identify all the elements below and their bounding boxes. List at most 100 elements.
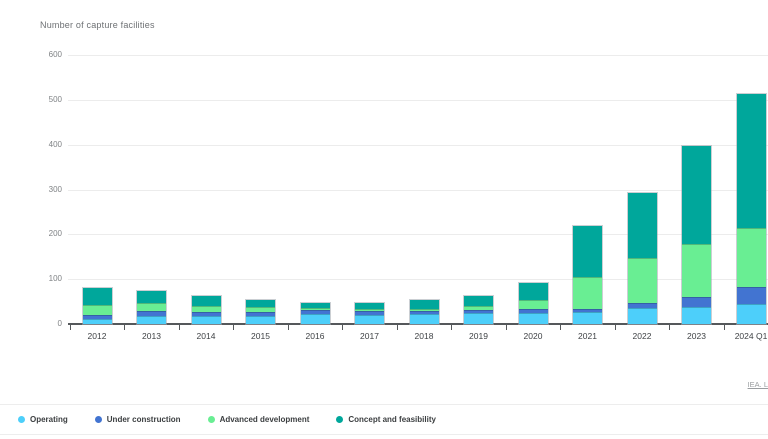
legend-dot-concept-and-feasibility (336, 416, 344, 423)
segment-concept-and-feasibility[interactable] (409, 299, 439, 309)
bar-2019[interactable] (464, 296, 493, 324)
segment-concept-and-feasibility[interactable] (246, 300, 275, 308)
segment-under-construction[interactable] (82, 315, 112, 320)
gridline-600 (68, 55, 768, 56)
x-axis-tick (505, 325, 507, 330)
segment-under-construction[interactable] (573, 308, 602, 313)
segment-under-construction[interactable] (191, 311, 221, 317)
segment-under-construction[interactable] (518, 309, 548, 314)
segment-advanced-development[interactable] (627, 257, 657, 304)
segment-concept-and-feasibility[interactable] (518, 282, 548, 301)
segment-operating[interactable] (82, 319, 112, 324)
segment-concept-and-feasibility[interactable] (300, 302, 330, 309)
x-axis-label-2018: 2018 (414, 331, 434, 341)
segment-advanced-development[interactable] (736, 227, 766, 288)
bar-2012[interactable] (82, 287, 112, 324)
legend-item-operating[interactable]: Operating (18, 415, 68, 424)
segment-advanced-development[interactable] (355, 309, 384, 311)
x-axis-label-2019: 2019 (469, 331, 488, 341)
bar-2023[interactable] (682, 146, 711, 324)
y-axis-label-400: 400 (48, 139, 62, 149)
segment-advanced-development[interactable] (573, 277, 602, 309)
legend-item-concept-and-feasibility[interactable]: Concept and feasibility (336, 415, 436, 424)
segment-under-construction[interactable] (627, 303, 657, 309)
segment-operating[interactable] (736, 303, 766, 324)
legend-item-advanced-development[interactable]: Advanced development (207, 415, 310, 424)
segment-operating[interactable] (191, 316, 221, 324)
legend-item-under-construction[interactable]: Under construction (94, 415, 181, 424)
bar-2021[interactable] (573, 225, 602, 324)
segment-operating[interactable] (682, 306, 711, 324)
segment-operating[interactable] (355, 314, 384, 324)
segment-concept-and-feasibility[interactable] (137, 291, 166, 303)
bar-2024-q1[interactable] (736, 94, 766, 324)
gridline-400 (68, 144, 768, 146)
bar-2014[interactable] (191, 296, 221, 324)
y-axis-label-200: 200 (48, 229, 62, 239)
x-axis-tick (287, 325, 289, 330)
segment-under-construction[interactable] (409, 310, 439, 315)
bar-2022[interactable] (627, 192, 657, 324)
segment-operating[interactable] (137, 315, 166, 324)
x-axis-label-2016: 2016 (305, 331, 325, 341)
segment-advanced-development[interactable] (82, 305, 112, 316)
segment-concept-and-feasibility[interactable] (464, 296, 493, 306)
bar-2013[interactable] (137, 291, 166, 324)
segment-concept-and-feasibility[interactable] (573, 225, 602, 278)
bar-2016[interactable] (300, 302, 330, 325)
gridline-200 (68, 234, 768, 236)
segment-operating[interactable] (573, 312, 602, 324)
segment-operating[interactable] (409, 314, 439, 324)
gridline-300 (68, 189, 768, 191)
legend-dot-under-construction (94, 416, 102, 423)
segment-operating[interactable] (518, 313, 548, 324)
segment-operating[interactable] (627, 308, 657, 324)
segment-under-construction[interactable] (682, 297, 711, 307)
x-axis-label-2023: 2023 (687, 331, 706, 341)
segment-under-construction[interactable] (355, 310, 384, 315)
segment-under-construction[interactable] (300, 310, 330, 315)
legend-dot-operating (18, 416, 25, 423)
segment-advanced-development[interactable] (464, 305, 493, 311)
segment-concept-and-feasibility[interactable] (736, 94, 766, 228)
source-attribution-link[interactable]: IEA. L (747, 380, 768, 389)
segment-operating[interactable] (464, 313, 493, 324)
segment-advanced-development[interactable] (300, 308, 330, 311)
bar-2020[interactable] (518, 282, 548, 324)
segment-concept-and-feasibility[interactable] (355, 303, 384, 310)
legend-label-advanced-development: Advanced development (219, 415, 310, 424)
legend-label-under-construction: Under construction (106, 415, 181, 424)
segment-advanced-development[interactable] (191, 306, 221, 312)
segment-advanced-development[interactable] (518, 300, 548, 310)
segment-advanced-development[interactable] (409, 308, 439, 311)
legend-label-concept-and-feasibility: Concept and feasibility (348, 415, 436, 424)
segment-concept-and-feasibility[interactable] (191, 296, 221, 307)
x-axis-tick (69, 325, 71, 330)
segment-advanced-development[interactable] (682, 243, 711, 298)
segment-advanced-development[interactable] (246, 307, 275, 313)
bar-2017[interactable] (355, 303, 384, 324)
x-axis-tick (560, 325, 562, 330)
legend-top-divider (0, 404, 768, 405)
bar-2015[interactable] (246, 300, 275, 324)
x-axis-label-2020: 2020 (523, 331, 543, 341)
x-axis-tick (614, 325, 616, 330)
segment-under-construction[interactable] (246, 312, 275, 317)
x-axis-label-2024-q1: 2024 Q1 (734, 331, 768, 341)
segment-advanced-development[interactable] (137, 302, 166, 312)
x-axis-label-2022: 2022 (632, 331, 652, 341)
segment-concept-and-feasibility[interactable] (82, 287, 112, 306)
segment-under-construction[interactable] (736, 287, 766, 304)
segment-under-construction[interactable] (137, 311, 166, 316)
segment-operating[interactable] (300, 314, 330, 324)
segment-under-construction[interactable] (464, 310, 493, 314)
x-axis-label-2021: 2021 (578, 331, 597, 341)
legend-dot-advanced-development (207, 416, 215, 423)
segment-concept-and-feasibility[interactable] (682, 146, 711, 244)
x-axis-label-2013: 2013 (142, 331, 161, 341)
bar-2018[interactable] (409, 299, 439, 324)
y-axis-label-300: 300 (48, 184, 62, 194)
segment-operating[interactable] (246, 316, 275, 324)
segment-concept-and-feasibility[interactable] (627, 192, 657, 258)
